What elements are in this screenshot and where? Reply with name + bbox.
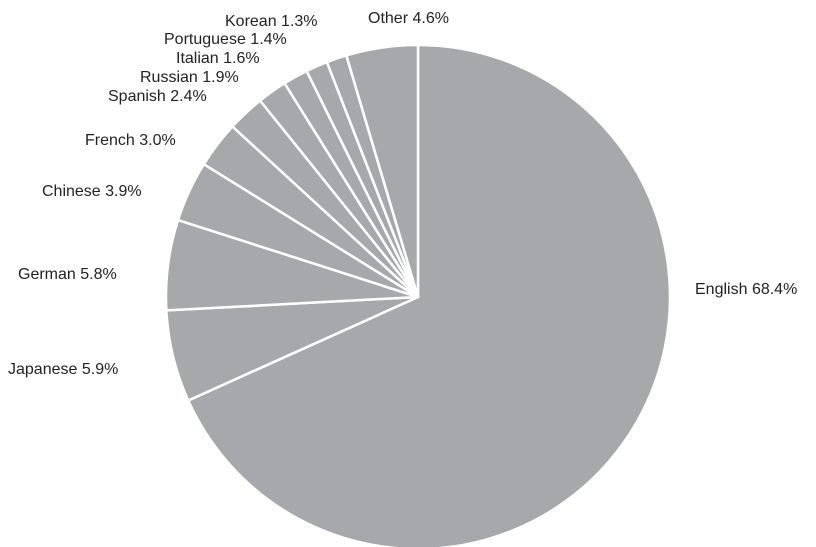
slice-value: 1.4%	[250, 31, 286, 48]
slice-value: 3.9%	[105, 183, 141, 200]
slice-category: Chinese	[42, 183, 101, 200]
slice-category: French	[85, 132, 135, 149]
slice-category: Spanish	[108, 88, 166, 105]
slice-value: 1.6%	[223, 50, 259, 67]
slice-label: Japanese 5.9%	[8, 361, 118, 378]
slice-value: 5.8%	[80, 266, 116, 283]
slice-label: French 3.0%	[85, 132, 176, 149]
slice-label: Russian 1.9%	[140, 69, 239, 86]
slice-label: Portuguese 1.4%	[164, 31, 287, 48]
slice-category: Korean	[225, 13, 277, 30]
slice-category: Italian	[176, 50, 219, 67]
slice-value: 68.4%	[752, 281, 797, 298]
slice-label: German 5.8%	[18, 266, 117, 283]
slice-category: Other	[368, 10, 409, 27]
slice-label: English 68.4%	[695, 281, 797, 298]
slice-category: English	[695, 281, 747, 298]
slice-value: 1.9%	[202, 69, 238, 86]
slice-value: 3.0%	[139, 132, 175, 149]
slice-value: 4.6%	[412, 10, 448, 27]
slice-label: Chinese 3.9%	[42, 183, 142, 200]
slice-label: Korean 1.3%	[225, 13, 318, 30]
pie-slice	[345, 43, 420, 299]
slice-category: German	[18, 266, 76, 283]
slice-value: 1.3%	[281, 13, 317, 30]
slice-label: Italian 1.6%	[176, 50, 260, 67]
slice-category: Russian	[140, 69, 198, 86]
pie-slice	[186, 43, 672, 547]
slice-category: Japanese	[8, 361, 77, 378]
slice-category: Portuguese	[164, 31, 246, 48]
slice-value: 2.4%	[170, 88, 206, 105]
slice-label: Spanish 2.4%	[108, 88, 207, 105]
slice-label: Other 4.6%	[368, 10, 449, 27]
slice-value: 5.9%	[82, 361, 118, 378]
